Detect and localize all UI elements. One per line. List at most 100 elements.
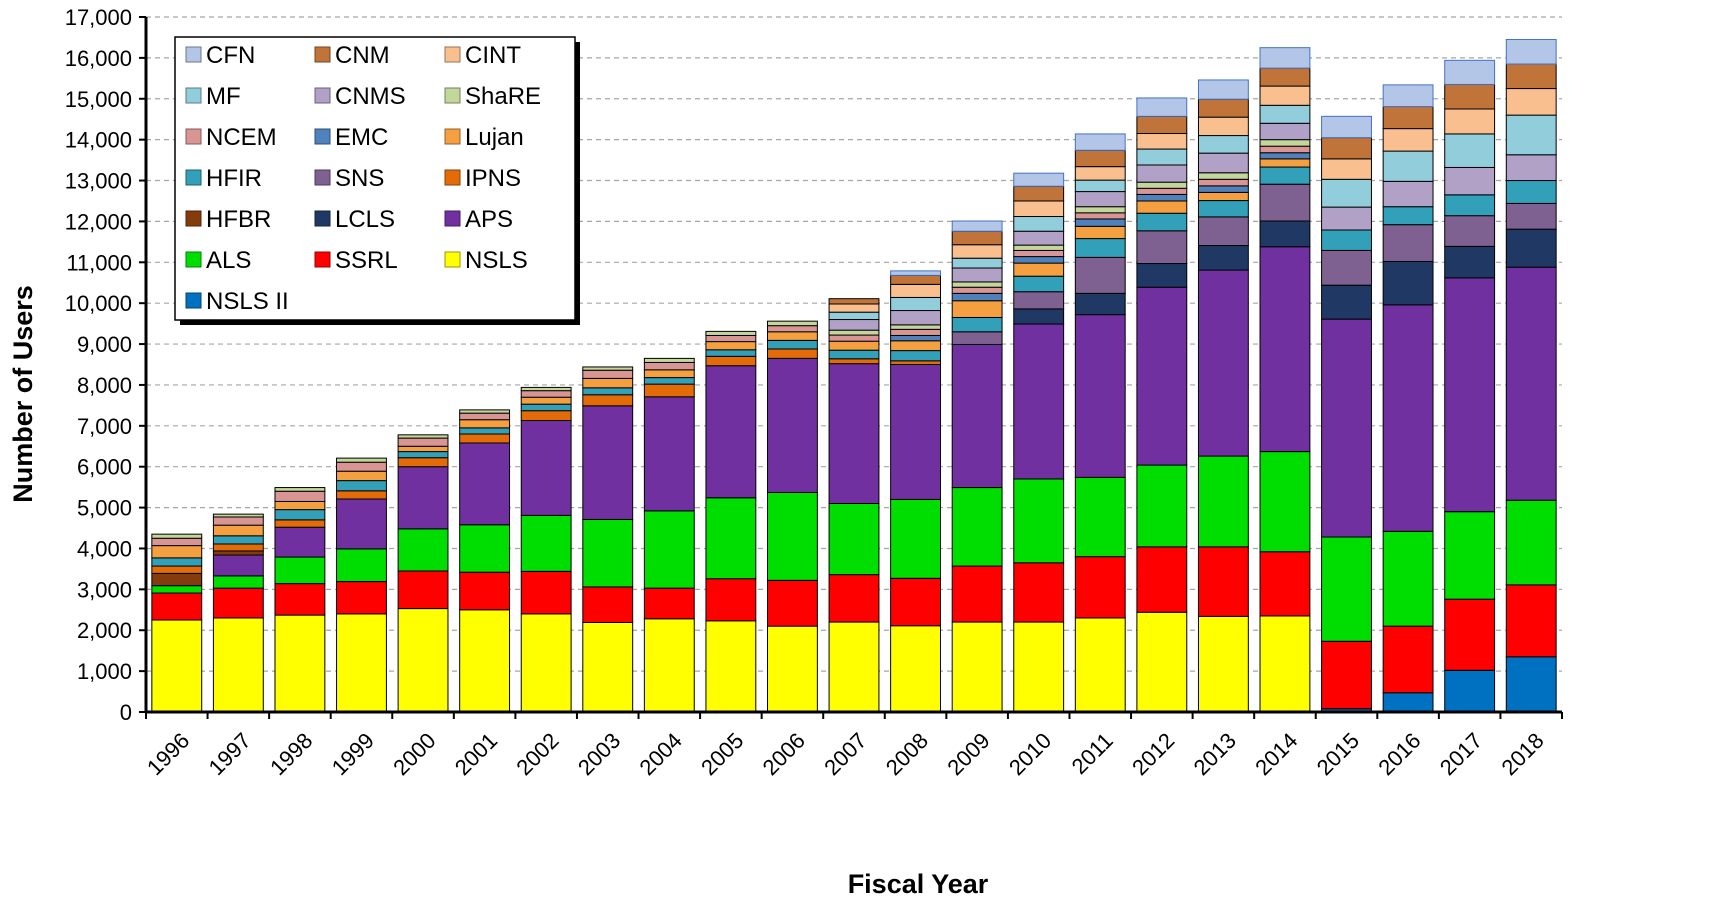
bar-segment-cfn-2012 (1136, 97, 1188, 117)
bar-segment-emc-2009 (951, 292, 1003, 302)
bar-segment-als-1999 (336, 548, 387, 583)
legend-item-nsls-ii: NSLS II (185, 288, 289, 315)
bar-stack-2008 (890, 270, 941, 713)
bar-stack-2004 (643, 357, 695, 713)
legend-swatch (444, 169, 461, 186)
legend-item-cnm: CNM (314, 42, 390, 69)
legend-label: MF (206, 83, 241, 110)
bar-segment-aps-2003 (582, 405, 634, 520)
bar-segment-cnms-2013 (1197, 152, 1249, 174)
bar-segment-cfn-2018 (1505, 38, 1557, 65)
legend-swatch (185, 128, 202, 145)
bar-segment-hfir-2012 (1136, 212, 1188, 232)
legend-item-ipns: IPNS (444, 165, 521, 192)
legend-label: ShaRE (465, 83, 541, 110)
bar-segment-hfir-2017 (1444, 194, 1496, 217)
bar-segment-nsls-2000 (397, 608, 449, 713)
legend-label: NSLS II (206, 288, 289, 315)
bar-segment-sns-2011 (1074, 256, 1126, 294)
bar-segment-hfir-2009 (951, 316, 1003, 333)
bar-segment-mf-2007 (828, 311, 880, 321)
bar-segment-lujan-2005 (705, 341, 757, 351)
y-tick-label: 14,000 (65, 128, 132, 153)
bar-segment-hfir-2014 (1259, 166, 1311, 185)
y-tick-label: 17,000 (65, 5, 132, 30)
bar-segment-ncem-2002 (520, 390, 572, 398)
bar-segment-als-2018 (1505, 499, 1557, 586)
bar-segment-cfn-2014 (1259, 47, 1311, 69)
bar-segment-cfn-2013 (1197, 79, 1249, 100)
x-tick-label: 2003 (573, 728, 625, 780)
bar-segment-share-2004 (643, 357, 695, 363)
bar-segment-ssrl-1999 (336, 581, 387, 615)
bar-segment-aps-2012 (1136, 286, 1188, 466)
bar-segment-cnms-2018 (1505, 154, 1557, 182)
bar-segment-cfn-2015 (1321, 115, 1372, 139)
bar-segment-hfbr-1997 (212, 550, 264, 556)
bar-segment-ncem-2008 (890, 328, 941, 336)
bar-segment-sns-2018 (1505, 202, 1557, 230)
y-tick-label: 9,000 (77, 332, 132, 357)
bar-segment-aps-2000 (397, 466, 449, 530)
y-tick-label: 4,000 (77, 536, 132, 561)
legend-label: EMC (335, 124, 388, 151)
bar-segment-cint-2011 (1074, 166, 1126, 181)
bar-stack-2003 (582, 366, 634, 713)
bar-stack-2001 (459, 409, 511, 713)
bar-segment-share-2014 (1259, 139, 1311, 147)
legend-item-lujan: Lujan (444, 124, 524, 151)
bar-segment-cnm-2008 (890, 274, 941, 285)
bar-segment-share-2001 (459, 409, 511, 414)
bar-stack-2015 (1321, 115, 1372, 713)
bar-segment-aps-2001 (459, 442, 511, 526)
bar-segment-lujan-2001 (459, 419, 511, 429)
y-tick-label: 11,000 (66, 250, 132, 275)
bar-segment-ncem-2009 (951, 286, 1003, 294)
bar-segment-ncem-2011 (1074, 212, 1126, 220)
bar-segment-cnm-2014 (1259, 67, 1311, 87)
bar-segment-nsls-2010 (1013, 621, 1065, 713)
bar-segment-als-2006 (767, 491, 818, 581)
bar-stack-1998 (274, 487, 326, 713)
bar-segment-als-2010 (1013, 478, 1065, 564)
x-tick-label: 2010 (1004, 728, 1056, 780)
bar-segment-sns-2016 (1382, 224, 1434, 262)
x-tick-label: 1998 (265, 728, 317, 780)
x-tick-label: 2005 (696, 728, 748, 780)
bar-segment-lujan-2013 (1197, 191, 1249, 202)
bar-segment-emc-2014 (1259, 152, 1311, 160)
bar-segment-cfn-2016 (1382, 84, 1434, 108)
bar-segment-nsls-1998 (274, 614, 326, 713)
bar-segment-ipns-1996 (151, 565, 203, 574)
x-tick-label: 2018 (1496, 728, 1548, 780)
bar-segment-ncem-1996 (151, 537, 203, 547)
bar-stack-2011 (1074, 133, 1126, 713)
bar-segment-emc-2013 (1197, 185, 1249, 193)
bar-segment-ssrl-2017 (1444, 598, 1496, 671)
bar-segment-mf-2013 (1197, 135, 1249, 154)
bars (151, 38, 1557, 713)
bar-segment-cnm-2012 (1136, 115, 1188, 135)
bar-stack-2000 (397, 434, 449, 713)
bar-segment-hfir-2000 (397, 451, 449, 459)
bar-segment-ncem-2006 (767, 325, 818, 333)
bar-segment-mf-2010 (1013, 216, 1065, 232)
bar-segment-lujan-2012 (1136, 200, 1188, 214)
legend-item-ncem: NCEM (185, 124, 277, 151)
bar-segment-ssrl-2006 (767, 579, 818, 627)
bar-segment-lujan-2009 (951, 300, 1003, 318)
bar-segment-cint-2018 (1505, 88, 1557, 116)
legend-label: SNS (335, 165, 384, 192)
y-tick-label: 7,000 (77, 414, 132, 439)
x-tick-label: 1997 (204, 728, 256, 780)
bar-segment-share-2007 (828, 329, 880, 336)
bar-segment-nsls-2005 (705, 620, 757, 713)
bar-segment-cnm-2007 (828, 298, 880, 305)
bar-segment-hfir-2011 (1074, 238, 1126, 258)
x-tick-label: 1999 (327, 728, 379, 780)
y-tick-label: 0 (120, 700, 132, 725)
bar-segment-ipns-1998 (274, 519, 326, 528)
x-tick-label: 2016 (1373, 728, 1425, 780)
bar-segment-ssrl-2010 (1013, 562, 1065, 623)
bar-segment-als-2000 (397, 528, 449, 572)
